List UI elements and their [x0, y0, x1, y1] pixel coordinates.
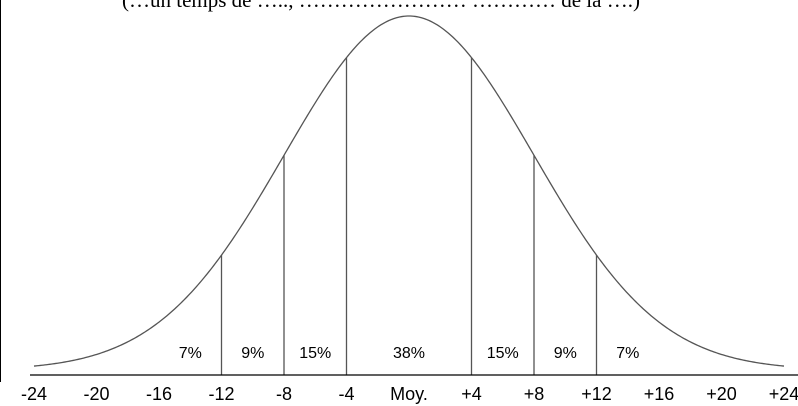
x-tick-label: +24 — [769, 384, 798, 404]
x-tick-label: +8 — [524, 384, 545, 404]
x-tick-label: -16 — [146, 384, 172, 404]
top-caption: (…un temps de ….., …………………… ………… de la …… — [122, 0, 640, 12]
distribution-curve — [33, 15, 785, 367]
band-percent-label: 7% — [616, 345, 639, 362]
band-percent-label: 15% — [299, 345, 331, 362]
band-percent-label: 15% — [487, 345, 519, 362]
band-label-layer: 7% 9% 15% 38% 15% 9% 7% — [179, 345, 640, 362]
tick-label-layer: -24 -20 -16 -12 -8 -4 Moy. +4 +8 +12 +16 +20 +24 — [21, 384, 798, 404]
x-tick-label: -20 — [83, 384, 109, 404]
x-tick-label: +4 — [461, 384, 482, 404]
band-percent-label: 9% — [241, 345, 264, 362]
band-percent-label: 38% — [393, 345, 425, 362]
x-tick-label: -24 — [21, 384, 47, 404]
x-tick-label: -12 — [208, 384, 234, 404]
divider-layer — [220, 57, 598, 375]
x-tick-label: +12 — [581, 384, 612, 404]
band-percent-label: 9% — [554, 345, 577, 362]
x-tick-label: -4 — [338, 384, 354, 404]
curve-layer — [33, 15, 785, 367]
x-tick-label: Moy. — [390, 384, 428, 404]
x-tick-label: +16 — [644, 384, 675, 404]
left-border — [0, 0, 1, 382]
x-tick-label: +20 — [706, 384, 737, 404]
x-tick-label: -8 — [276, 384, 292, 404]
band-percent-label: 7% — [179, 345, 202, 362]
